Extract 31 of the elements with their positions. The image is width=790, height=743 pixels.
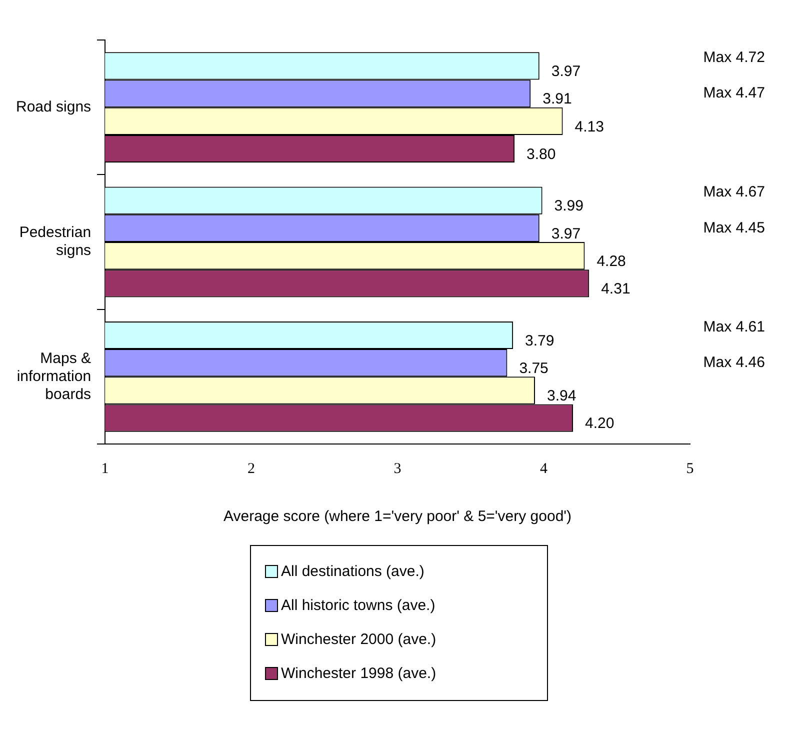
data-label: 3.97 <box>551 225 581 242</box>
data-label: 3.99 <box>554 198 584 215</box>
text: Max 4.72 <box>703 49 765 66</box>
text: Max 4.61 <box>703 318 765 336</box>
data-label: 3.94 <box>546 388 576 405</box>
y-tick-label: Maps & information boards <box>16 350 92 403</box>
x-tick-label: 3 <box>394 460 402 477</box>
x-tick-label: 2 <box>248 460 256 477</box>
data-label: 3.79 <box>525 332 554 350</box>
data-label: 4.13 <box>574 118 604 136</box>
data-label: 3.91 <box>542 90 572 108</box>
x-tick-label: 1 <box>101 460 109 477</box>
legend-label: Winchester 1998 (ave.) <box>281 664 436 682</box>
legend-label: All destinations (ave.) <box>281 562 424 580</box>
x-axis-title: Average score (where 1='very poor' & 5='very good') <box>224 508 572 526</box>
x-tick-label: 4 <box>540 460 548 477</box>
text: Max 4.45 <box>703 219 765 236</box>
text: Max 4.46 <box>703 354 765 372</box>
data-label: 3.80 <box>526 146 556 163</box>
data-label: 4.20 <box>585 415 614 432</box>
legend-label: All historic towns (ave.) <box>281 596 436 614</box>
y-tick-label: Pedestrian signs <box>19 224 92 260</box>
data-label: 4.28 <box>596 252 626 270</box>
data-label: 3.97 <box>551 63 581 80</box>
text: Max 4.67 <box>703 184 765 201</box>
legend-label: Winchester 2000 (ave.) <box>281 630 436 648</box>
x-tick-label: 5 <box>686 460 694 477</box>
text: Max 4.47 <box>703 84 765 102</box>
data-label: 4.31 <box>601 280 630 298</box>
y-tick-label: Road signs <box>16 98 92 116</box>
data-label: 3.75 <box>519 360 548 378</box>
